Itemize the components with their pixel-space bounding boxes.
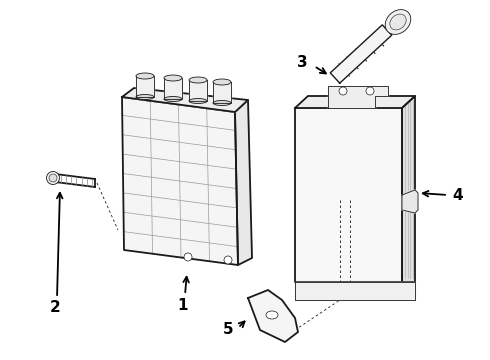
Ellipse shape [213, 79, 231, 85]
Polygon shape [402, 190, 418, 213]
Circle shape [184, 253, 192, 261]
Circle shape [339, 87, 347, 95]
Circle shape [366, 87, 374, 95]
Text: 2: 2 [49, 301, 60, 315]
Text: 4: 4 [453, 188, 464, 202]
Polygon shape [295, 108, 402, 282]
Ellipse shape [266, 311, 278, 319]
Ellipse shape [136, 95, 154, 99]
Ellipse shape [213, 100, 231, 105]
Text: 5: 5 [222, 323, 233, 338]
Ellipse shape [49, 174, 57, 182]
Ellipse shape [189, 99, 207, 104]
Polygon shape [295, 282, 415, 300]
Polygon shape [295, 96, 415, 108]
Polygon shape [235, 100, 252, 265]
Polygon shape [213, 82, 231, 103]
Ellipse shape [390, 14, 406, 30]
Ellipse shape [164, 75, 182, 81]
Ellipse shape [136, 73, 154, 79]
Circle shape [224, 256, 232, 264]
Ellipse shape [189, 77, 207, 83]
Polygon shape [122, 88, 248, 112]
Polygon shape [402, 96, 415, 282]
Polygon shape [189, 80, 207, 101]
Polygon shape [248, 290, 298, 342]
Polygon shape [328, 86, 388, 108]
Text: 3: 3 [296, 54, 307, 69]
Ellipse shape [385, 10, 411, 35]
Polygon shape [330, 25, 392, 83]
Polygon shape [164, 78, 182, 99]
Ellipse shape [164, 96, 182, 102]
Polygon shape [136, 76, 154, 97]
Text: 1: 1 [178, 297, 188, 312]
Ellipse shape [47, 171, 59, 185]
Polygon shape [122, 97, 238, 265]
